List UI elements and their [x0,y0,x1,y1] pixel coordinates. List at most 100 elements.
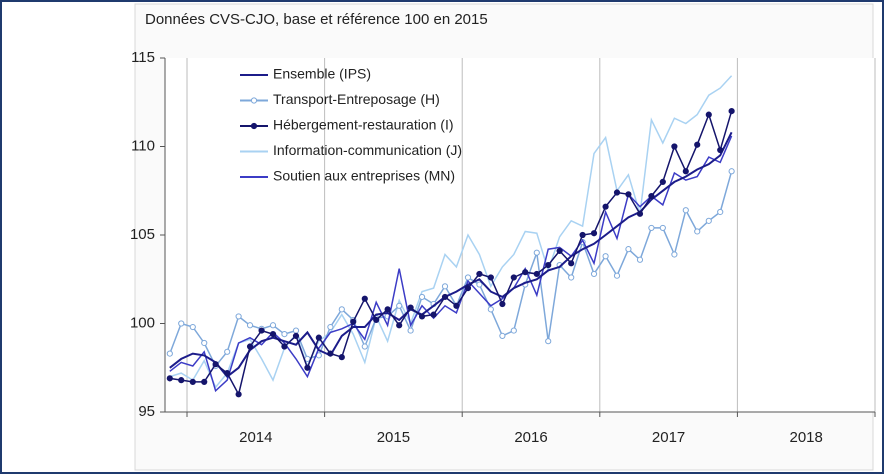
series-marker [705,217,712,224]
series-marker [246,343,254,350]
series-marker [212,361,219,368]
series-marker [292,332,300,339]
x-tick-label: 2014 [239,429,272,446]
series-marker [338,306,345,313]
series-marker [464,274,472,281]
series-marker [728,168,735,175]
series-marker [178,377,185,384]
series-marker [235,313,242,320]
y-tick-label: 110 [131,137,155,154]
series-marker [464,285,472,292]
series-marker [499,332,506,339]
series-marker [613,272,621,279]
series-marker [476,270,483,278]
series-marker [510,327,517,334]
series-marker [717,208,724,216]
series-marker [292,327,300,334]
series-line [169,75,733,389]
series-marker [636,256,644,263]
series-marker [694,141,701,148]
x-tick-label: 2018 [790,429,823,446]
series-marker [361,295,368,302]
series-line [169,135,733,393]
series-marker [384,306,391,313]
legend-marker [250,122,258,130]
legend-label: Ensemble (IPS) [273,66,371,82]
series-marker [613,189,621,196]
series-marker [258,327,265,334]
series-marker [499,300,506,308]
series-marker [533,270,540,278]
y-tick-label: 105 [130,226,155,243]
series-marker [281,331,288,338]
series-marker [671,251,678,258]
legend-label: Hébergement-restauration (I) [273,117,454,133]
x-tick-label: 2016 [514,429,547,446]
legend-label: Soutien aux entreprises (MN) [273,168,455,184]
chart-title: Données CVS-CJO, base et référence 100 e… [145,11,488,28]
series-marker [579,231,586,239]
series-marker [728,108,735,115]
x-tick-label: 2017 [652,429,685,446]
series-marker [648,192,655,200]
series-marker [281,343,288,350]
series-marker [568,260,575,267]
series-marker [441,283,449,290]
series-marker [407,327,414,334]
series-marker [636,210,644,217]
series-marker [189,323,196,331]
series-marker [545,261,552,269]
series-marker [648,224,655,232]
series-marker [327,323,334,331]
series-marker [717,146,724,154]
series-marker [361,343,368,350]
series-marker [682,207,689,214]
series-marker [441,293,449,301]
series-marker [602,203,609,210]
series-marker [487,306,494,313]
series-marker [246,322,254,329]
legend-label: Information-communication (J) [273,142,462,158]
series-marker [396,302,403,309]
series-marker [418,313,426,320]
series-marker [659,178,666,185]
series-marker [671,143,678,150]
series-marker [590,230,598,237]
y-tick-label: 95 [138,403,155,420]
series-marker [304,364,311,371]
series-marker [201,339,208,347]
series-marker [533,249,540,256]
series-marker [487,274,494,281]
legend-marker [250,97,258,104]
series-marker [201,378,208,386]
series-marker [338,354,345,361]
series-marker [510,274,517,281]
series-marker [166,375,173,382]
series-marker [178,320,185,327]
series-marker [522,269,529,276]
series-marker [625,191,632,198]
series-marker [545,338,552,345]
series-marker [269,322,277,329]
series-marker [556,247,563,255]
series-marker [682,168,689,175]
series-marker [659,224,666,232]
x-tick-label: 2015 [377,429,410,446]
series-marker [602,253,609,260]
series-marker [418,293,426,301]
y-tick-label: 115 [131,49,155,66]
series-marker [350,318,357,325]
series-marker [430,311,437,318]
series-marker [224,348,231,355]
series-marker [396,322,403,329]
series-marker [269,331,277,338]
series-marker [235,391,242,398]
series-marker [476,281,483,288]
series-marker [705,111,712,118]
series-marker [568,274,575,281]
series-marker [453,302,460,309]
series-marker [625,246,632,253]
series-marker [166,350,173,357]
